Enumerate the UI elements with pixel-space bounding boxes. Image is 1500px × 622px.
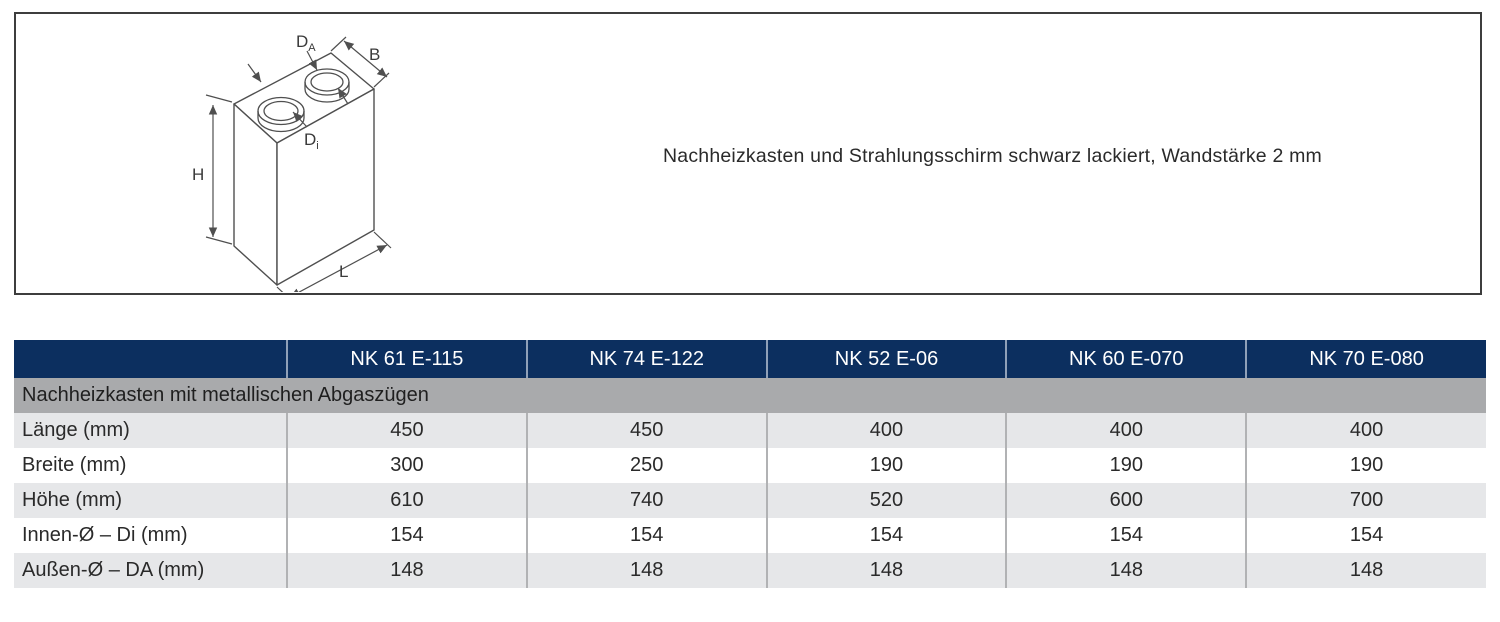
table-row-hoehe: Höhe (mm) 610 740 520 600 700	[14, 483, 1486, 518]
dim-label-h: H	[192, 165, 204, 184]
cell-value: 148	[1005, 553, 1247, 588]
cell-value: 400	[1005, 413, 1247, 448]
cell-value: 154	[286, 518, 527, 553]
row-label: Höhe (mm)	[14, 483, 287, 518]
section-title: Nachheizkasten mit metallischen Abgaszüg…	[14, 378, 1486, 413]
dim-label-di: Di	[304, 130, 319, 152]
cell-value: 740	[525, 483, 767, 518]
panel-caption: Nachheizkasten und Strahlungsschirm schw…	[663, 145, 1322, 167]
header-cell-model-2: NK 74 E-122	[525, 340, 767, 378]
row-label: Länge (mm)	[14, 413, 287, 448]
row-label: Innen-Ø – Di (mm)	[14, 518, 287, 553]
header-cell-model-4: NK 60 E-070	[1005, 340, 1247, 378]
table-row-aussen-durchmesser: Außen-Ø – DA (mm) 148 148 148 148 148	[14, 553, 1486, 588]
spec-table: NK 61 E-115 NK 74 E-122 NK 52 E-06 NK 60…	[14, 340, 1486, 588]
cell-value: 600	[1005, 483, 1247, 518]
cell-value: 400	[765, 413, 1007, 448]
product-dimension-diagram-icon: DA B Di H L	[192, 32, 392, 292]
cell-value: 154	[1245, 518, 1486, 553]
cell-value: 154	[765, 518, 1007, 553]
cell-value: 450	[525, 413, 767, 448]
header-cell-model-5: NK 70 E-080	[1245, 340, 1486, 378]
table-header-row: NK 61 E-115 NK 74 E-122 NK 52 E-06 NK 60…	[14, 340, 1486, 378]
cell-value: 148	[286, 553, 527, 588]
cell-value: 190	[1005, 448, 1247, 483]
cell-value: 190	[765, 448, 1007, 483]
cell-value: 148	[525, 553, 767, 588]
table-row-laenge: Länge (mm) 450 450 400 400 400	[14, 413, 1486, 448]
cell-value: 610	[286, 483, 527, 518]
cell-value: 520	[765, 483, 1007, 518]
cell-value: 148	[1245, 553, 1486, 588]
cell-value: 154	[525, 518, 767, 553]
header-cell-model-1: NK 61 E-115	[286, 340, 527, 378]
cell-value: 148	[765, 553, 1007, 588]
row-label: Breite (mm)	[14, 448, 287, 483]
cell-value: 154	[1005, 518, 1247, 553]
dim-label-b: B	[369, 45, 380, 64]
header-cell-model-3: NK 52 E-06	[765, 340, 1007, 378]
cell-value: 400	[1245, 413, 1486, 448]
table-row-innen-durchmesser: Innen-Ø – Di (mm) 154 154 154 154 154	[14, 518, 1486, 553]
cell-value: 300	[286, 448, 527, 483]
cell-value: 250	[525, 448, 767, 483]
header-cell-empty	[14, 340, 287, 378]
cell-value: 190	[1245, 448, 1486, 483]
cell-value: 700	[1245, 483, 1486, 518]
cell-value: 450	[286, 413, 527, 448]
dim-label-l: L	[339, 262, 348, 281]
table-row-breite: Breite (mm) 300 250 190 190 190	[14, 448, 1486, 483]
diagram-panel: DA B Di H L Nachheizkasten und Strahlung…	[14, 12, 1482, 295]
row-label: Außen-Ø – DA (mm)	[14, 553, 287, 588]
table-section-row: Nachheizkasten mit metallischen Abgaszüg…	[14, 378, 1486, 413]
dim-label-da: DA	[296, 32, 316, 54]
